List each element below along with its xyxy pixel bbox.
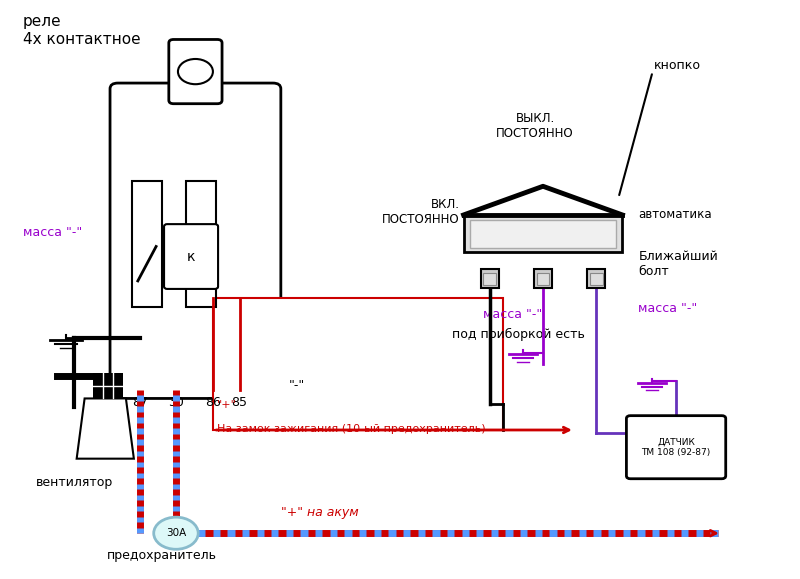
Text: "+": "+" <box>218 400 237 410</box>
Text: ДАТЧИК
ТМ 108 (92-87): ДАТЧИК ТМ 108 (92-87) <box>642 438 710 457</box>
Bar <box>590 273 602 285</box>
FancyBboxPatch shape <box>164 224 218 289</box>
Text: 85: 85 <box>231 395 247 409</box>
Bar <box>470 219 616 248</box>
Bar <box>214 298 503 430</box>
Text: вентилятор: вентилятор <box>36 476 113 489</box>
Text: масса "-": масса "-" <box>22 226 82 239</box>
FancyBboxPatch shape <box>169 39 222 104</box>
Text: к: к <box>187 250 195 263</box>
Text: На замок зажигания (10-ый предохранитель): На замок зажигания (10-ый предохранитель… <box>218 424 486 434</box>
FancyBboxPatch shape <box>626 416 726 479</box>
FancyBboxPatch shape <box>110 83 281 398</box>
Text: 30А: 30А <box>166 528 186 538</box>
Bar <box>93 373 122 398</box>
Bar <box>481 269 498 288</box>
Text: под приборкой есть: под приборкой есть <box>452 328 585 341</box>
Text: 30: 30 <box>168 395 184 409</box>
Circle shape <box>178 59 213 84</box>
Text: ВКЛ.
ПОСТОЯННО: ВКЛ. ПОСТОЯННО <box>382 198 459 226</box>
Bar <box>463 215 622 252</box>
Bar <box>186 181 216 307</box>
Text: ВЫКЛ.
ПОСТОЯННО: ВЫКЛ. ПОСТОЯННО <box>496 112 574 140</box>
Polygon shape <box>77 398 134 459</box>
Text: Ближайший
болт: Ближайший болт <box>638 250 718 278</box>
Bar <box>483 273 496 285</box>
Text: 87: 87 <box>132 395 148 409</box>
Text: реле
4х контактное: реле 4х контактное <box>22 14 140 47</box>
Text: предохранитель: предохранитель <box>106 549 217 562</box>
Text: масса "-": масса "-" <box>482 308 542 321</box>
Text: "-": "-" <box>289 378 305 391</box>
Text: масса "-": масса "-" <box>638 302 698 316</box>
Text: 86: 86 <box>206 395 222 409</box>
Text: автоматика: автоматика <box>638 208 712 221</box>
Bar <box>537 273 550 285</box>
Bar <box>587 269 605 288</box>
Bar <box>534 269 552 288</box>
Text: "+" на акум: "+" на акум <box>281 506 358 519</box>
Bar <box>132 181 162 307</box>
Circle shape <box>154 517 198 549</box>
Text: кнопко: кнопко <box>654 60 702 72</box>
